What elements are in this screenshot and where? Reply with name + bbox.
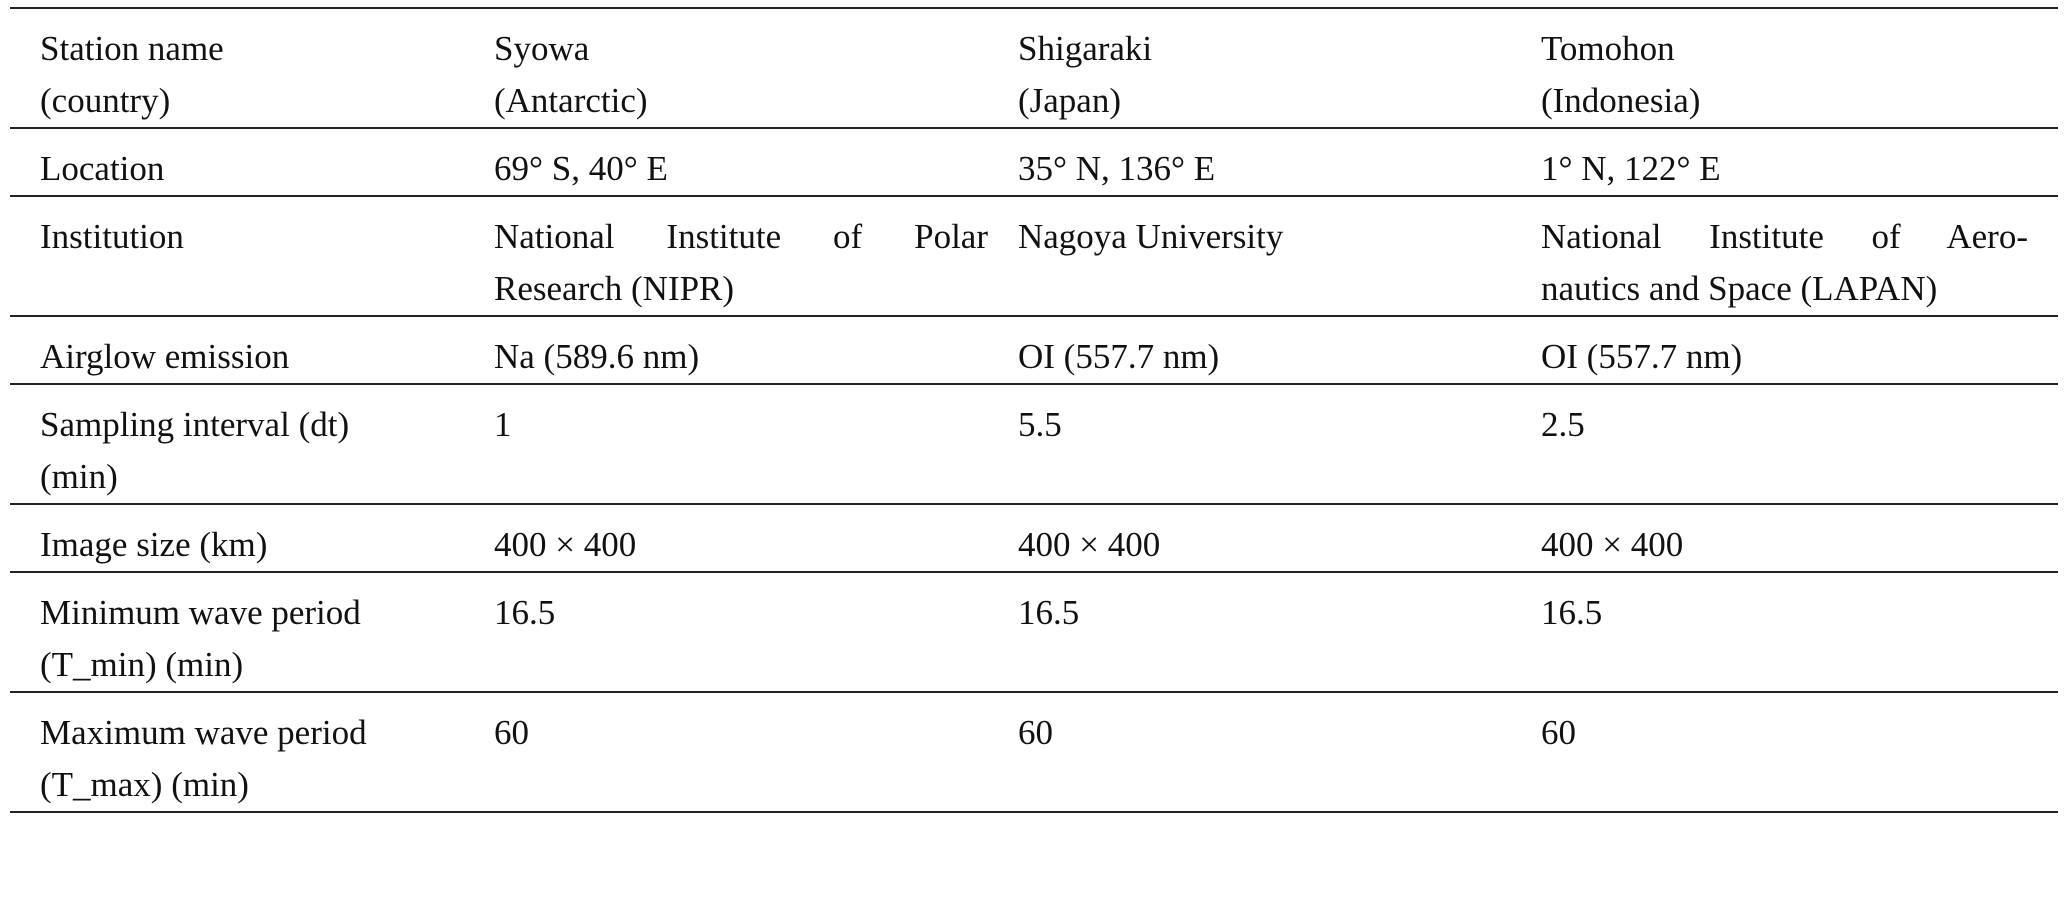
- table-cell: 35° N, 136° E: [1018, 128, 1541, 197]
- cell-text: (T_min) (min): [40, 645, 244, 684]
- table-cell: Tomohon (Indonesia): [1541, 7, 2058, 129]
- cell-text: nautics and Space (LAPAN): [1541, 269, 1938, 308]
- table-row: Maximum wave period (T_max) (min) 60 60 60: [10, 692, 2058, 813]
- cell-text: 16.5: [1541, 593, 1603, 632]
- table-cell: 16.5: [1541, 572, 2058, 693]
- cell-text: Shigaraki: [1018, 29, 1153, 68]
- table-cell: OI (557.7 nm): [1018, 316, 1541, 385]
- table-cell: 400 × 400: [1018, 504, 1541, 573]
- table-cell: 60: [1018, 692, 1541, 813]
- cell-text: OI (557.7 nm): [1018, 337, 1220, 376]
- table-cell: Maximum wave period (T_max) (min): [10, 692, 494, 813]
- cell-text: 400 × 400: [494, 525, 637, 564]
- cell-text: Location: [40, 149, 165, 188]
- table-cell: 60: [494, 692, 1018, 813]
- cell-text: Maximum wave period: [40, 713, 367, 752]
- table-cell: Station name (country): [10, 7, 494, 129]
- cell-text: (Indonesia): [1541, 81, 1701, 120]
- table-cell: OI (557.7 nm): [1541, 316, 2058, 385]
- cell-text: Na (589.6 nm): [494, 337, 700, 376]
- table-row: Image size (km) 400 × 400 400 × 400 400 × 4…: [10, 504, 2058, 573]
- cell-text: Nagoya University: [1018, 217, 1284, 256]
- cell-text: 60: [494, 713, 529, 752]
- table-cell: 1: [494, 384, 1018, 505]
- cell-text: Station name: [40, 29, 224, 68]
- station-table: Station name (country) Syowa (Antarctic) Shi…: [10, 7, 2058, 813]
- header-row: Station name (country) Syowa (Antarctic) Shi…: [10, 7, 2058, 129]
- table-cell: Airglow emission: [10, 316, 494, 385]
- cell-text: 400 × 400: [1018, 525, 1161, 564]
- table-cell: 16.5: [494, 572, 1018, 693]
- cell-text: (T_max) (min): [40, 765, 249, 804]
- cell-text: Syowa: [494, 29, 590, 68]
- table-cell: 400 × 400: [1541, 504, 2058, 573]
- table-cell: Na (589.6 nm): [494, 316, 1018, 385]
- cell-text: 1° N, 122° E: [1541, 149, 1721, 188]
- table-row: Location 69° S, 40° E 35° N, 136° E 1° N, 1…: [10, 128, 2058, 197]
- cell-text: 35° N, 136° E: [1018, 149, 1216, 188]
- table-cell: National Institute of Polar Research (NIP…: [494, 196, 1018, 317]
- cell-text: National Institute of Polar: [494, 217, 988, 256]
- table-row: Sampling interval (dt) (min) 1 5.5 2.5: [10, 384, 2058, 505]
- cell-text: Minimum wave period: [40, 593, 361, 632]
- cell-text: 16.5: [494, 593, 556, 632]
- cell-text: (min): [40, 457, 118, 496]
- table-cell: Syowa (Antarctic): [494, 7, 1018, 129]
- cell-text: Airglow emission: [40, 337, 290, 376]
- table-cell: Nagoya University: [1018, 196, 1541, 317]
- table-cell: Shigaraki (Japan): [1018, 7, 1541, 129]
- table-row: Airglow emission Na (589.6 nm) OI (557.7 n…: [10, 316, 2058, 385]
- cell-text: (country): [40, 81, 171, 120]
- table-cell: 1° N, 122° E: [1541, 128, 2058, 197]
- table-cell: 16.5: [1018, 572, 1541, 693]
- table-cell: Institution: [10, 196, 494, 317]
- cell-text: Institution: [40, 217, 184, 256]
- cell-text: 69° S, 40° E: [494, 149, 668, 188]
- table-cell: Image size (km): [10, 504, 494, 573]
- cell-text: 1: [494, 405, 512, 444]
- table-row: Minimum wave period (T_min) (min) 16.5 16.5…: [10, 572, 2058, 693]
- cell-text: 2.5: [1541, 405, 1585, 444]
- cell-text: National Institute of Aero-: [1541, 217, 2028, 256]
- cell-text: 16.5: [1018, 593, 1080, 632]
- cell-text: Research (NIPR): [494, 269, 735, 308]
- cell-text: 60: [1018, 713, 1053, 752]
- cell-text: Sampling interval (dt): [40, 405, 350, 444]
- cell-text: 60: [1541, 713, 1576, 752]
- cell-text: 400 × 400: [1541, 525, 1684, 564]
- cell-text: OI (557.7 nm): [1541, 337, 1743, 376]
- table-cell: Location: [10, 128, 494, 197]
- table-cell: National Institute of Aero-nautics and S…: [1541, 196, 2058, 317]
- table-cell: 400 × 400: [494, 504, 1018, 573]
- table-cell: 60: [1541, 692, 2058, 813]
- cell-text: 5.5: [1018, 405, 1062, 444]
- table-cell: Sampling interval (dt) (min): [10, 384, 494, 505]
- table-row: Institution National Institute of Polar Re…: [10, 196, 2058, 317]
- cell-text: (Antarctic): [494, 81, 648, 120]
- cell-text: Image size (km): [40, 525, 268, 564]
- table-cell: Minimum wave period (T_min) (min): [10, 572, 494, 693]
- table-cell: 2.5: [1541, 384, 2058, 505]
- table-cell: 69° S, 40° E: [494, 128, 1018, 197]
- table-cell: 5.5: [1018, 384, 1541, 505]
- cell-text: Tomohon: [1541, 29, 1675, 68]
- cell-text: (Japan): [1018, 81, 1122, 120]
- table-body: Station name (country) Syowa (Antarctic) Shi…: [10, 7, 2058, 813]
